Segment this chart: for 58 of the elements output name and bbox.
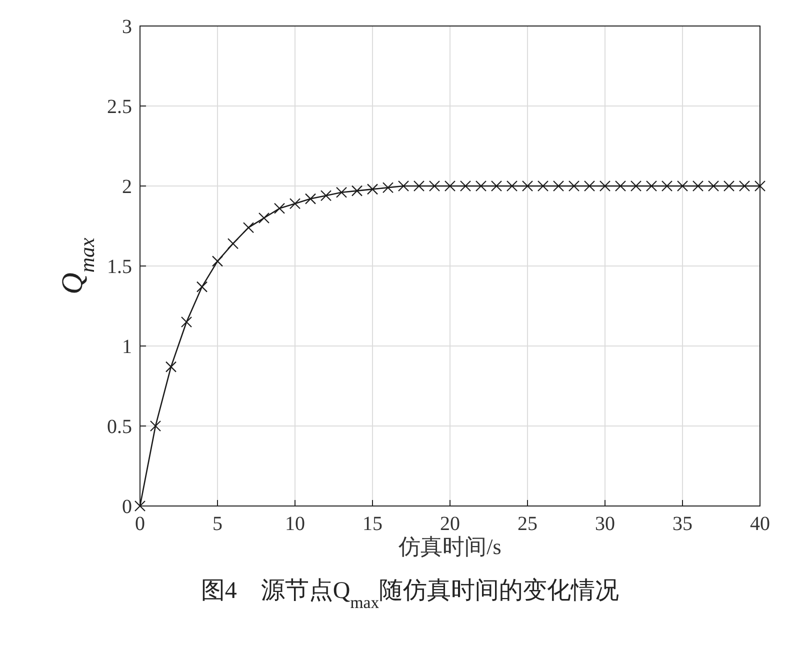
point <box>630 180 642 192</box>
y-tick-label: 2 <box>122 176 132 198</box>
x-tick-label: 15 <box>362 513 382 535</box>
x-tick-label: 5 <box>212 513 222 535</box>
point <box>165 361 177 372</box>
point <box>646 180 658 192</box>
point <box>723 180 735 192</box>
point <box>475 180 487 192</box>
x-tick-label: 10 <box>285 513 305 535</box>
point <box>754 180 766 192</box>
point <box>258 212 270 224</box>
point <box>614 180 626 192</box>
point <box>552 180 564 192</box>
point <box>676 180 688 192</box>
y-tick-label: 3 <box>122 16 132 38</box>
point <box>692 180 704 192</box>
point <box>599 180 611 192</box>
point <box>134 500 146 512</box>
point <box>428 180 440 192</box>
x-tick-label: 30 <box>595 513 615 535</box>
point <box>708 180 720 192</box>
point <box>180 316 192 328</box>
point <box>320 190 332 202</box>
x-tick-label: 40 <box>750 513 770 535</box>
point <box>661 180 673 192</box>
point <box>738 180 750 192</box>
point <box>242 222 254 234</box>
point <box>460 180 472 192</box>
x-axis-title: 仿真时间/s <box>398 534 502 559</box>
point <box>490 180 502 192</box>
point <box>196 281 208 292</box>
point <box>568 180 580 192</box>
point <box>537 180 549 192</box>
point <box>150 420 162 432</box>
point <box>336 186 348 198</box>
point <box>304 193 316 204</box>
point <box>522 180 534 192</box>
point <box>212 256 224 267</box>
point <box>227 238 239 250</box>
point <box>413 180 425 192</box>
y-tick-label: 0.5 <box>107 416 132 438</box>
point <box>506 180 518 192</box>
point <box>274 202 286 214</box>
x-tick-label: 20 <box>440 513 460 535</box>
point <box>398 180 410 192</box>
point <box>444 180 456 192</box>
y-tick-label: 2.5 <box>107 96 132 118</box>
point <box>366 184 378 195</box>
text: 图4 源节点Q$_{max}$随仿真时间的变化情况 <box>200 577 620 612</box>
point <box>289 198 301 210</box>
y-tick-label: 1.5 <box>107 256 132 278</box>
x-tick-label: 35 <box>672 513 692 535</box>
y-tick-label: 0 <box>122 496 132 518</box>
point <box>584 180 596 192</box>
y-tick-label: 1 <box>122 336 132 358</box>
point <box>382 182 394 194</box>
x-tick-label: 25 <box>518 513 538 535</box>
point <box>351 185 363 196</box>
